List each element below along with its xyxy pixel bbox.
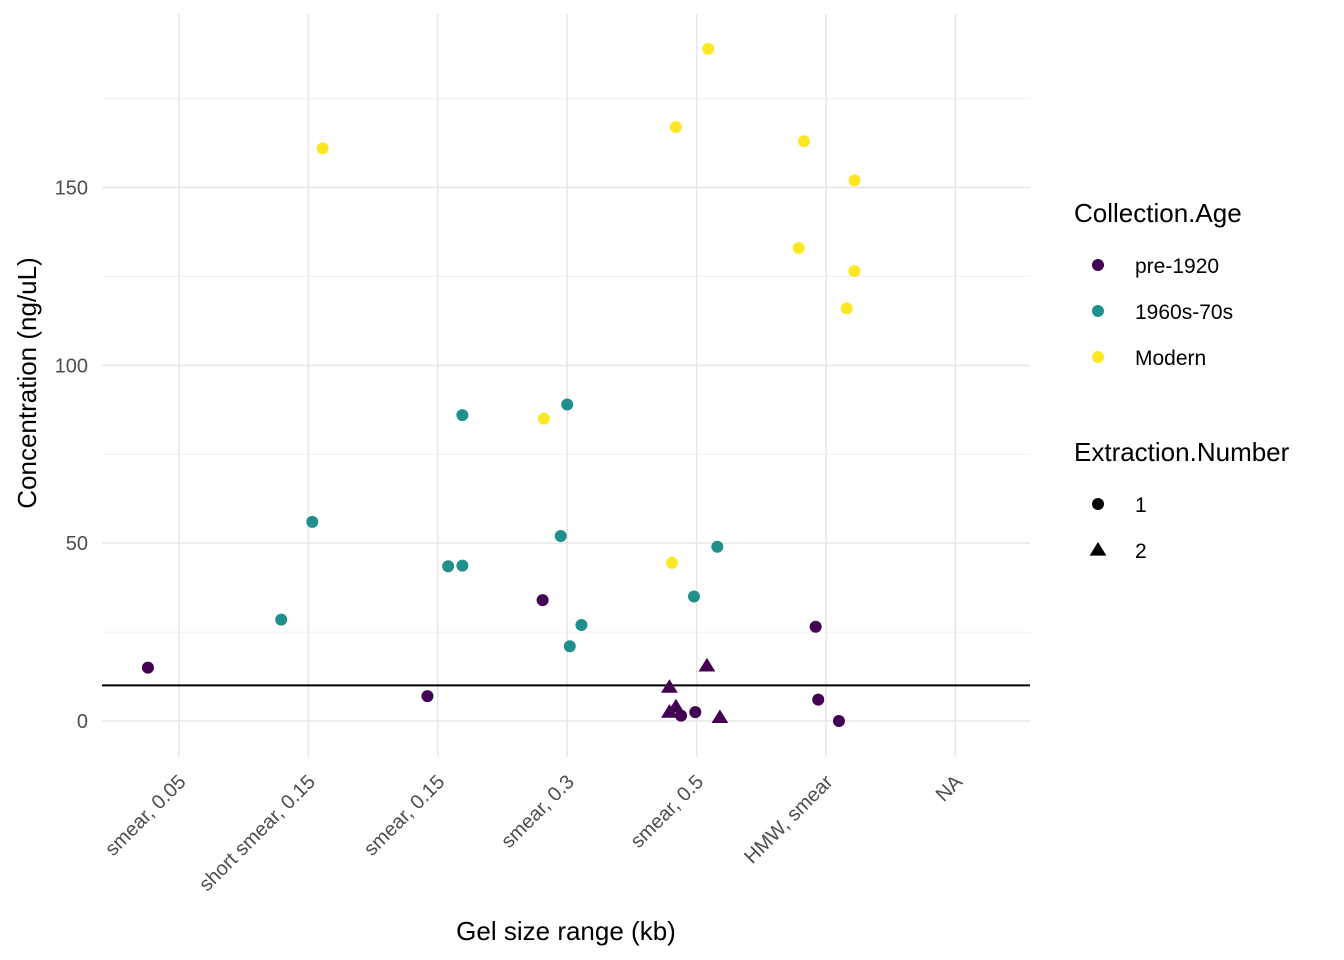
legend-key [1092, 305, 1104, 317]
data-point [316, 142, 329, 155]
legend-key [1092, 351, 1104, 363]
x-tick-label: NA [932, 771, 968, 807]
y-axis-ticks: 0 50 100 150 [55, 178, 88, 734]
x-tick-label: HMW, smear [740, 771, 838, 869]
data-point [792, 241, 805, 254]
x-tick-label: smear, 0.5 [627, 771, 709, 853]
data-point [848, 265, 861, 278]
legend-title: Extraction.Number [1074, 437, 1290, 467]
legend-label: 1 [1135, 494, 1147, 517]
data-point [669, 121, 682, 134]
legend-key [1092, 259, 1104, 271]
x-tick-label: smear, 0.05 [101, 771, 190, 860]
legends: Collection.Age pre-1920 1960s-70s Modern Ext… [1074, 198, 1290, 563]
data-point [666, 556, 679, 569]
data-point [421, 690, 434, 703]
data-point [832, 715, 845, 727]
x-tick-label: smear, 0.15 [360, 771, 449, 860]
x-axis-title: Gel size range (kb) [456, 916, 676, 946]
y-tick-label: 100 [55, 355, 88, 377]
data-point-triangle [667, 698, 685, 713]
data-point [141, 661, 154, 674]
data-point [702, 42, 715, 55]
legend-key-triangle [1089, 542, 1107, 556]
legend-key [1092, 498, 1104, 510]
data-point [675, 709, 688, 722]
legend-title: Collection.Age [1074, 198, 1242, 228]
data-point-triangle [711, 709, 729, 724]
data-point [688, 590, 701, 603]
legend-label: 2 [1135, 540, 1147, 563]
data-point-triangle [661, 679, 678, 693]
x-tick-label: short smear, 0.15 [195, 771, 320, 896]
x-axis-ticks: smear, 0.05 short smear, 0.15 smear, 0.15 s… [101, 771, 967, 896]
y-axis-title: Concentration (ng/uL) [12, 257, 42, 508]
data-point [456, 409, 469, 422]
data-point [689, 706, 702, 719]
legend-label: pre-1920 [1135, 255, 1219, 278]
data-point [840, 302, 853, 315]
grid-lines [102, 14, 1030, 757]
data-point [575, 618, 588, 631]
data-point [711, 540, 724, 553]
data-point [554, 530, 567, 543]
data-point [456, 559, 469, 572]
data-point [306, 515, 319, 528]
x-tick-label: smear, 0.3 [497, 771, 579, 853]
data-point [275, 613, 288, 626]
data-point [809, 620, 822, 633]
data-point [442, 560, 455, 573]
data-points [141, 42, 861, 727]
data-point [536, 594, 549, 607]
data-point [848, 174, 861, 187]
data-point [561, 398, 574, 411]
y-tick-label: 50 [66, 533, 88, 555]
data-point [798, 135, 811, 148]
data-point [537, 412, 550, 425]
legend-label: 1960s-70s [1135, 301, 1233, 324]
data-point-triangle [698, 657, 716, 672]
y-tick-label: 0 [77, 711, 88, 733]
y-tick-label: 150 [55, 178, 88, 200]
legend-label: Modern [1135, 347, 1206, 370]
data-point [563, 640, 576, 653]
data-point [812, 693, 825, 706]
